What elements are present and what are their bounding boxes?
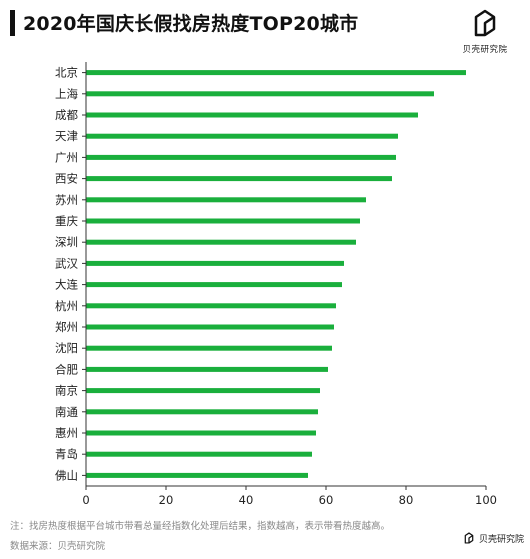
bar-1 [86, 91, 434, 97]
logo-small-icon [464, 532, 474, 544]
category-label: 杭州 [55, 299, 78, 313]
bar-13 [86, 345, 332, 351]
category-label: 沈阳 [55, 341, 78, 355]
bar-chart: 北京上海成都天津广州西安苏州重庆深圳武汉大连杭州郑州沈阳合肥南京南通惠州青岛佛山… [55, 62, 497, 507]
bar-8 [86, 239, 356, 245]
bar-2 [86, 112, 418, 118]
bar-4 [86, 154, 396, 160]
category-label: 西安 [55, 172, 78, 186]
logo-icon [474, 9, 496, 37]
bar-6 [86, 197, 366, 203]
bar-14 [86, 366, 328, 372]
x-tick-label: 0 [82, 493, 89, 507]
category-label: 佛山 [55, 468, 78, 482]
x-tick-label: 20 [159, 493, 174, 507]
x-tick-label: 40 [239, 493, 254, 507]
title-block: 2020年国庆长假找房热度TOP20城市 [10, 9, 358, 36]
category-label: 深圳 [55, 235, 78, 249]
brand-name: 贝壳研究院 [462, 45, 508, 55]
bar-0 [86, 70, 466, 76]
category-label: 南通 [55, 405, 78, 419]
category-label: 上海 [55, 87, 78, 101]
category-label: 重庆 [55, 214, 78, 228]
footnote: 注：找房热度根据平台城市带看总量经指数化处理后结果，指数越高，表示带看热度越高。 [10, 521, 391, 532]
bars-group [86, 70, 466, 478]
footer-brand-name: 贝壳研究院 [479, 534, 525, 545]
category-label: 郑州 [55, 320, 78, 334]
category-label: 惠州 [55, 426, 78, 440]
x-tick-labels: 0 20 40 60 80 100 [82, 486, 497, 507]
bar-12 [86, 324, 334, 330]
category-label: 苏州 [55, 193, 78, 207]
category-label: 天津 [55, 129, 78, 143]
bar-18 [86, 451, 312, 457]
category-label: 合肥 [55, 362, 78, 376]
x-tick-label: 100 [475, 493, 497, 507]
bar-11 [86, 303, 336, 309]
category-label: 大连 [55, 278, 78, 292]
x-tick-label: 80 [399, 493, 414, 507]
bar-19 [86, 472, 308, 478]
bar-5 [86, 176, 392, 182]
bar-15 [86, 388, 320, 394]
brand-logo: 贝壳研究院 [462, 8, 508, 55]
title-accent-bar [10, 9, 15, 36]
bar-9 [86, 260, 344, 266]
bar-16 [86, 409, 318, 415]
bar-17 [86, 430, 316, 436]
x-tick-label: 60 [319, 493, 334, 507]
category-label: 武汉 [55, 256, 78, 270]
bar-3 [86, 133, 398, 139]
category-label: 青岛 [55, 447, 78, 461]
category-label: 北京 [55, 66, 78, 80]
category-label: 广州 [55, 150, 78, 164]
page-title: 2020年国庆长假找房热度TOP20城市 [23, 13, 359, 35]
category-label: 南京 [55, 384, 78, 398]
footer-brand: 贝壳研究院 [462, 531, 524, 545]
category-label: 成都 [55, 108, 78, 122]
bar-7 [86, 218, 360, 224]
data-source: 数据来源：贝壳研究院 [10, 541, 106, 552]
bar-10 [86, 282, 342, 288]
